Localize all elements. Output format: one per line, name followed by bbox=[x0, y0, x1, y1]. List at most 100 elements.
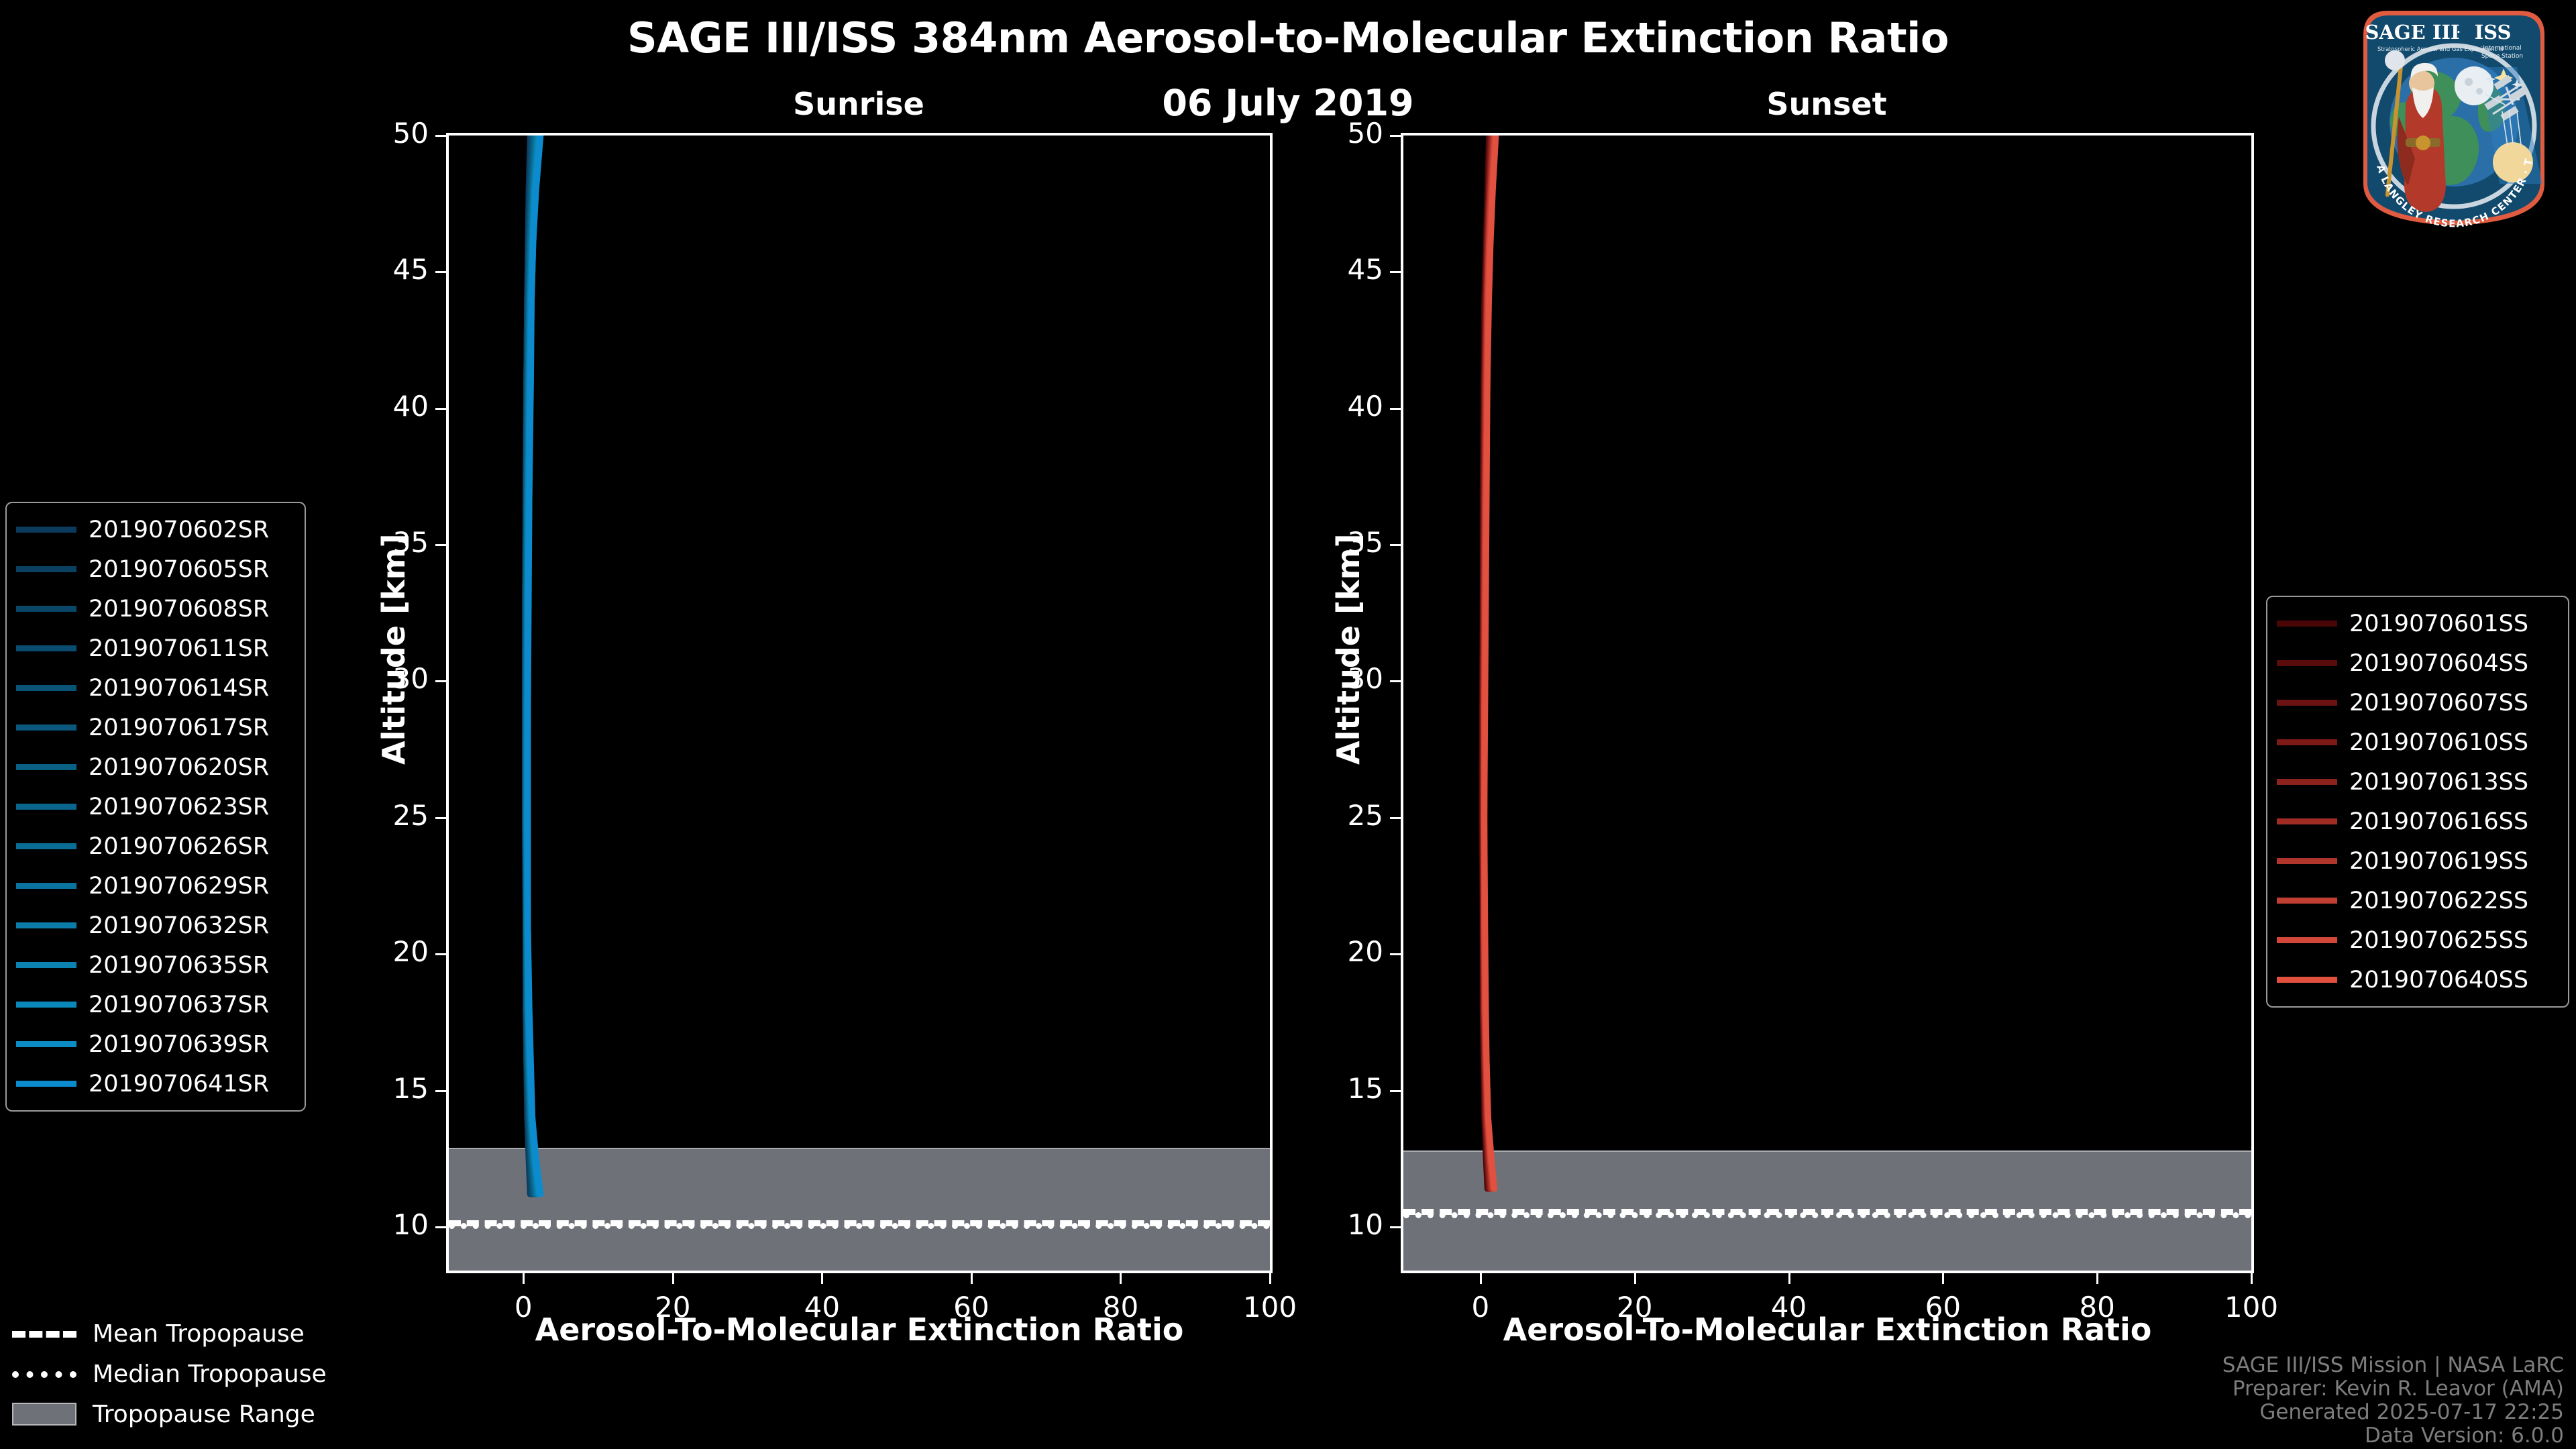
legend-color-swatch bbox=[2277, 700, 2337, 706]
key-row-median-tropopause: Median Tropopause bbox=[12, 1354, 361, 1394]
legend-sunrise-item[interactable]: 2019070617SR bbox=[16, 708, 295, 747]
y-tick-mark bbox=[435, 271, 446, 274]
key-label-tropopause-range: Tropopause Range bbox=[93, 1400, 315, 1428]
legend-sunset-item[interactable]: 2019070607SS bbox=[2277, 683, 2559, 722]
page-title: SAGE III/ISS 384nm Aerosol-to-Molecular … bbox=[627, 13, 1949, 62]
y-tick-mark bbox=[435, 680, 446, 683]
key-row-tropopause-range: Tropopause Range bbox=[12, 1394, 361, 1434]
y-tick-mark bbox=[435, 407, 446, 410]
logo-sun bbox=[2493, 142, 2533, 182]
legend-sunrise-item[interactable]: 2019070614SR bbox=[16, 668, 295, 708]
legend-color-swatch bbox=[16, 922, 76, 928]
legend-label: 2019070626SR bbox=[89, 833, 270, 860]
x-tick-label-sunset-100: 100 bbox=[2224, 1291, 2279, 1324]
y-tick-mark bbox=[1390, 271, 1401, 274]
legend-color-swatch bbox=[16, 724, 76, 731]
median-tropopause-line-sunrise bbox=[449, 1222, 1270, 1229]
legend-sunset[interactable]: 2019070601SS 2019070604SS 2019070607SS 2019… bbox=[2266, 596, 2569, 1008]
legend-color-swatch bbox=[2277, 858, 2337, 864]
legend-color-swatch bbox=[2277, 779, 2337, 785]
legend-sunrise-item[interactable]: 2019070611SR bbox=[16, 629, 295, 668]
legend-sunset-item[interactable]: 2019070610SS bbox=[2277, 722, 2559, 762]
x-tick-label-sunrise-60: 60 bbox=[953, 1291, 989, 1324]
y-axis-label-sunset: Altitude [km] bbox=[1330, 533, 1366, 765]
x-tick-label-sunrise-20: 20 bbox=[655, 1291, 691, 1324]
trace-2019070641SR bbox=[525, 136, 544, 1197]
legend-color-swatch bbox=[16, 566, 76, 572]
legend-color-swatch bbox=[16, 764, 76, 770]
legend-sunset-item[interactable]: 2019070601SS bbox=[2277, 604, 2559, 643]
logo-title-iss: ISS bbox=[2475, 21, 2512, 44]
legend-label: 2019070635SR bbox=[89, 951, 270, 979]
legend-sunrise-item[interactable]: 2019070605SR bbox=[16, 549, 295, 589]
legend-sunrise-item[interactable]: 2019070637SR bbox=[16, 985, 295, 1024]
filled-band-icon bbox=[12, 1403, 76, 1426]
panel-title-sunset: Sunset bbox=[1766, 86, 1887, 122]
legend-sunrise-item[interactable]: 2019070639SR bbox=[16, 1024, 295, 1064]
y-tick-mark bbox=[1390, 135, 1401, 137]
legend-sunrise-item[interactable]: 2019070623SR bbox=[16, 787, 295, 826]
x-tick-mark bbox=[970, 1273, 973, 1284]
legend-sunset-item[interactable]: 2019070622SS bbox=[2277, 881, 2559, 920]
legend-sunrise-item[interactable]: 2019070602SR bbox=[16, 510, 295, 549]
legend-label: 2019070622SS bbox=[2349, 887, 2529, 914]
legend-sunrise-item[interactable]: 2019070635SR bbox=[16, 945, 295, 985]
legend-label: 2019070629SR bbox=[89, 872, 270, 900]
y-tick-label-sunrise-30: 30 bbox=[392, 662, 429, 696]
y-tick-label-sunset-20: 20 bbox=[1347, 935, 1383, 969]
y-tick-mark bbox=[435, 953, 446, 956]
legend-sunset-item[interactable]: 2019070640SS bbox=[2277, 960, 2559, 1000]
legend-label: 2019070632SR bbox=[89, 912, 270, 939]
legend-sunset-item[interactable]: 2019070619SS bbox=[2277, 841, 2559, 881]
x-tick-mark bbox=[1120, 1273, 1122, 1284]
footer-generated: Generated 2025-07-17 22:25 bbox=[2259, 1400, 2564, 1424]
legend-color-swatch bbox=[2277, 937, 2337, 943]
y-tick-mark bbox=[1390, 407, 1401, 410]
legend-sunset-item[interactable]: 2019070625SS bbox=[2277, 920, 2559, 960]
x-tick-mark bbox=[523, 1273, 525, 1284]
legend-sunrise-item[interactable]: 2019070629SR bbox=[16, 866, 295, 906]
data-traces-sunset bbox=[1479, 136, 1499, 1192]
legend-label: 2019070641SR bbox=[89, 1070, 270, 1097]
plot-area-sunset bbox=[1401, 133, 2254, 1273]
legend-sunrise[interactable]: 2019070602SR 2019070605SR 2019070608SR 2019… bbox=[5, 502, 306, 1112]
y-tick-label-sunrise-25: 25 bbox=[392, 798, 429, 832]
tropopause-key: Mean Tropopause Median Tropopause Tropop… bbox=[12, 1313, 361, 1434]
legend-color-swatch bbox=[16, 606, 76, 612]
key-label-mean-tropopause: Mean Tropopause bbox=[93, 1320, 305, 1348]
x-tick-label-sunset-60: 60 bbox=[1925, 1291, 1962, 1324]
plot-area-sunrise bbox=[446, 133, 1273, 1273]
x-tick-label-sunrise-40: 40 bbox=[804, 1291, 841, 1324]
y-tick-label-sunrise-10: 10 bbox=[392, 1208, 429, 1241]
legend-sunset-item[interactable]: 2019070604SS bbox=[2277, 643, 2559, 683]
key-label-median-tropopause: Median Tropopause bbox=[93, 1360, 327, 1388]
x-tick-mark bbox=[1633, 1273, 1636, 1284]
x-tick-label-sunrise-0: 0 bbox=[514, 1291, 533, 1324]
y-tick-mark bbox=[1390, 1089, 1401, 1092]
x-tick-mark bbox=[1479, 1273, 1482, 1284]
legend-sunrise-item[interactable]: 2019070608SR bbox=[16, 589, 295, 629]
legend-sunrise-item[interactable]: 2019070626SR bbox=[16, 826, 295, 866]
y-tick-label-sunrise-20: 20 bbox=[392, 935, 429, 969]
x-tick-mark bbox=[1269, 1273, 1271, 1284]
legend-sunset-item[interactable]: 2019070613SS bbox=[2277, 762, 2559, 802]
y-tick-label-sunset-35: 35 bbox=[1347, 526, 1383, 559]
y-tick-label-sunset-45: 45 bbox=[1347, 253, 1383, 286]
legend-label: 2019070607SS bbox=[2349, 689, 2529, 716]
legend-color-swatch bbox=[16, 1081, 76, 1087]
key-row-mean-tropopause: Mean Tropopause bbox=[12, 1313, 361, 1354]
y-tick-label-sunrise-40: 40 bbox=[392, 389, 429, 423]
legend-sunrise-item[interactable]: 2019070641SR bbox=[16, 1064, 295, 1104]
legend-color-swatch bbox=[2277, 660, 2337, 666]
legend-sunrise-item[interactable]: 2019070632SR bbox=[16, 906, 295, 945]
y-tick-mark bbox=[435, 1089, 446, 1092]
x-tick-label-sunset-80: 80 bbox=[2079, 1291, 2115, 1324]
legend-sunset-item[interactable]: 2019070616SS bbox=[2277, 802, 2559, 841]
y-tick-label-sunset-15: 15 bbox=[1347, 1071, 1383, 1105]
legend-sunrise-item[interactable]: 2019070620SR bbox=[16, 747, 295, 787]
x-axis-label-sunrise: Aerosol-To-Molecular Extinction Ratio bbox=[535, 1311, 1184, 1348]
legend-label: 2019070608SR bbox=[89, 595, 270, 623]
legend-color-swatch bbox=[2277, 977, 2337, 983]
y-tick-label-sunrise-50: 50 bbox=[392, 117, 429, 150]
y-tick-label-sunrise-45: 45 bbox=[392, 253, 429, 286]
